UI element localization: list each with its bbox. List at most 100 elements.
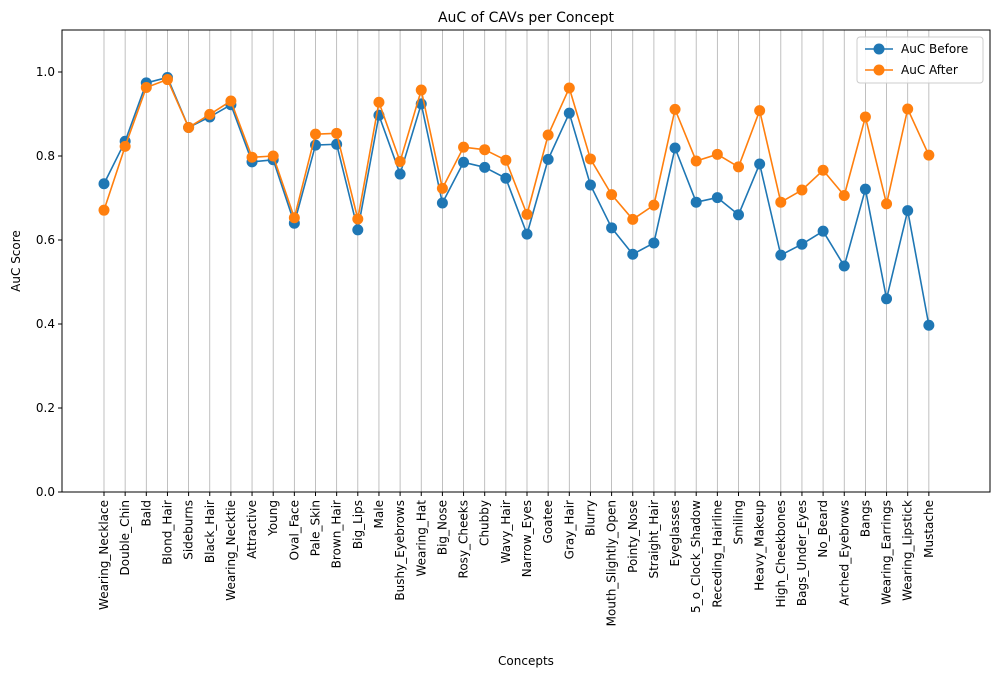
x-tick-label: Black_Hair	[203, 500, 217, 563]
data-point	[923, 149, 935, 161]
x-tick-label: Mouth_Slightly_Open	[605, 500, 619, 626]
data-point	[140, 82, 152, 94]
x-tick-label: Blurry	[583, 500, 597, 536]
x-tick-label: Wearing_Necklace	[97, 500, 111, 610]
data-point	[246, 151, 258, 163]
data-point	[627, 213, 639, 225]
legend: AuC Before AuC After	[856, 36, 984, 84]
data-point	[415, 84, 427, 96]
data-point	[817, 164, 829, 176]
data-point	[119, 140, 131, 152]
plot-frame	[61, 29, 991, 493]
data-point	[711, 192, 723, 204]
x-tick-label: Mustache	[922, 500, 936, 558]
data-point	[669, 142, 681, 154]
data-point	[838, 260, 850, 272]
x-tick-label: Bushy_Eyebrows	[393, 500, 407, 601]
x-tick-label: 5_o_Clock_Shadow	[689, 500, 703, 613]
x-tick-label: Blond_Hair	[160, 500, 174, 565]
x-tick-label: Pale_Skin	[309, 500, 323, 556]
y-tick-label: 0.6	[36, 233, 55, 247]
data-point	[859, 183, 871, 195]
y-tick-label: 0.4	[36, 317, 55, 331]
data-point	[500, 172, 512, 184]
x-tick-label: Straight_Hair	[647, 500, 661, 579]
data-point	[436, 197, 448, 209]
x-tick-label: Bald	[139, 500, 153, 527]
x-tick-label: Big_Lips	[351, 500, 365, 549]
x-axis-label: Concepts	[498, 654, 554, 668]
data-point	[542, 129, 554, 141]
x-tick-label: Big_Nose	[435, 500, 449, 555]
x-tick-label: Brown_Hair	[330, 500, 344, 568]
x-tick-label: Pointy_Nose	[626, 500, 640, 573]
data-point	[458, 156, 470, 168]
data-point	[584, 179, 596, 191]
data-point	[648, 237, 660, 249]
series-line	[103, 78, 930, 221]
data-point	[521, 208, 533, 220]
series-line	[103, 76, 930, 326]
data-point	[775, 249, 787, 261]
x-tick-label: Wearing_Earrings	[880, 500, 894, 605]
x-tick-label: Receding_Hairline	[710, 500, 724, 608]
x-tick-label: Eyeglasses	[668, 500, 682, 567]
x-tick-label: High_Cheekbones	[774, 500, 788, 607]
data-point	[817, 225, 829, 237]
data-point	[352, 224, 364, 236]
data-point	[563, 82, 575, 94]
data-point	[584, 153, 596, 165]
y-tick-label: 1.0	[36, 65, 55, 79]
x-tick-label: Oval_Face	[287, 500, 301, 560]
x-tick-label: Smiling	[732, 500, 746, 545]
data-point	[479, 161, 491, 173]
x-tick-label: Wavy_Hair	[499, 500, 513, 563]
y-axis-label: AuC Score	[9, 230, 23, 292]
x-tick-label: Gray_Hair	[562, 500, 576, 559]
data-point	[881, 198, 893, 210]
x-tick-label: Narrow_Eyes	[520, 500, 534, 577]
data-point	[394, 155, 406, 167]
data-point	[500, 154, 512, 166]
data-point	[310, 128, 321, 140]
data-point	[331, 127, 343, 139]
data-point	[838, 189, 850, 201]
x-tick-label: Chubby	[478, 500, 492, 546]
data-point	[479, 144, 491, 156]
data-point	[436, 182, 448, 194]
x-tick-label: Double_Chin	[118, 500, 132, 575]
series-layer	[98, 71, 935, 331]
data-point	[352, 213, 364, 225]
data-point	[775, 196, 787, 208]
data-point	[902, 205, 914, 217]
data-point	[373, 96, 385, 108]
x-tick-label: Wearing_Necktie	[224, 500, 238, 601]
data-point	[690, 196, 702, 208]
data-point	[183, 121, 195, 133]
data-point	[796, 184, 808, 196]
data-point	[161, 74, 173, 86]
x-tick-label: Heavy_Makeup	[753, 500, 767, 591]
data-point	[711, 148, 723, 160]
data-point	[394, 168, 406, 180]
y-axis: 0.0 0.2 0.4 0.6 0.8 1.0	[36, 65, 62, 499]
y-tick-label: 0.0	[36, 485, 55, 499]
x-tick-label: Young	[266, 500, 280, 537]
legend-marker	[873, 64, 885, 76]
data-point	[267, 150, 279, 162]
data-point	[733, 209, 744, 221]
data-point	[521, 228, 533, 240]
data-point	[733, 161, 744, 173]
x-tick-label: Bags_Under_Eyes	[795, 500, 809, 606]
data-point	[627, 248, 639, 260]
x-tick-label: Rosy_Cheeks	[457, 500, 471, 578]
data-point	[690, 155, 702, 167]
x-tick-label: Attractive	[245, 500, 259, 559]
data-point	[881, 293, 893, 305]
data-point	[98, 178, 110, 190]
data-point	[754, 158, 766, 170]
chart-title: AuC of CAVs per Concept	[438, 10, 615, 26]
data-point	[288, 212, 300, 224]
